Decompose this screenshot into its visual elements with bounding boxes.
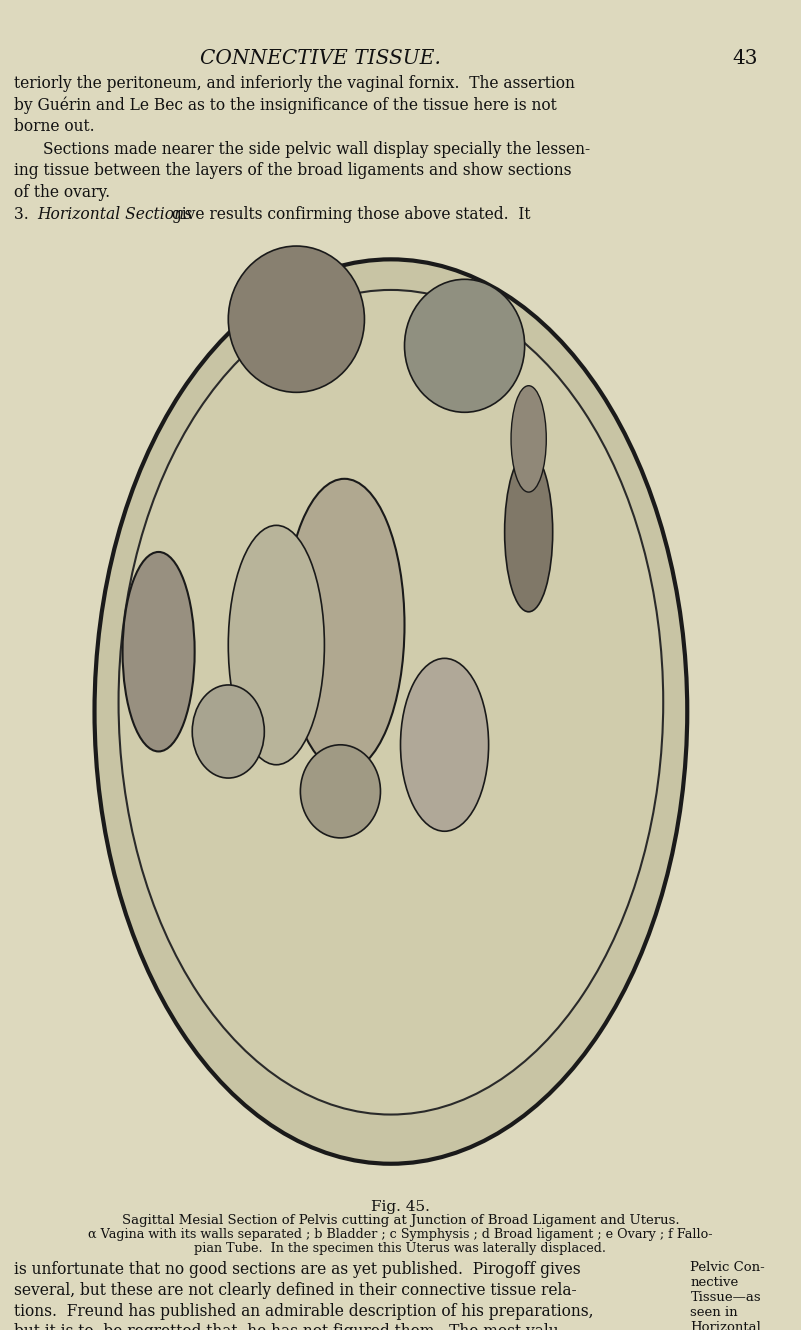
Text: several, but these are not clearly defined in their connective tissue rela-: several, but these are not clearly defin… (14, 1282, 577, 1299)
Text: is unfortunate that no good sections are as yet published.  Pirogoff gives: is unfortunate that no good sections are… (14, 1261, 581, 1278)
Ellipse shape (300, 745, 380, 838)
Ellipse shape (192, 685, 264, 778)
Text: pian Tube.  In the specimen this Uterus was laterally displaced.: pian Tube. In the specimen this Uterus w… (195, 1242, 606, 1254)
Ellipse shape (119, 290, 663, 1115)
Text: α Vagina with its walls separated ; b Bladder ; c Symphysis ; d Broad ligament ;: α Vagina with its walls separated ; b Bl… (88, 1229, 713, 1241)
Ellipse shape (400, 658, 489, 831)
Text: 43: 43 (732, 48, 758, 68)
Text: give results confirming those above stated.  It: give results confirming those above stat… (167, 206, 531, 223)
Text: seen in: seen in (690, 1306, 738, 1319)
Text: borne out.: borne out. (14, 117, 95, 134)
Text: Sagittal Mesial Section of Pelvis cutting at Junction of Broad Ligament and Uter: Sagittal Mesial Section of Pelvis cuttin… (122, 1214, 679, 1228)
Text: Horizontal Sections: Horizontal Sections (37, 206, 192, 223)
Ellipse shape (511, 386, 546, 492)
Text: of the ovary.: of the ovary. (14, 184, 111, 201)
Text: nective: nective (690, 1277, 739, 1289)
Text: but it is to  be regretted that  he has not figured them.  The most valu-: but it is to be regretted that he has no… (14, 1323, 564, 1330)
Text: tions.  Freund has published an admirable description of his preparations,: tions. Freund has published an admirable… (14, 1303, 594, 1321)
Text: Pelvic Con-: Pelvic Con- (690, 1261, 765, 1274)
Ellipse shape (228, 246, 364, 392)
Ellipse shape (228, 525, 324, 765)
Text: CONNECTIVE TISSUE.: CONNECTIVE TISSUE. (200, 48, 441, 68)
Text: Tissue—as: Tissue—as (690, 1290, 761, 1303)
Ellipse shape (284, 479, 405, 771)
Text: 3.: 3. (14, 206, 45, 223)
Text: by Guérin and Le Bec as to the insignificance of the tissue here is not: by Guérin and Le Bec as to the insignifi… (14, 96, 557, 114)
Text: teriorly the peritoneum, and inferiorly the vaginal fornix.  The assertion: teriorly the peritoneum, and inferiorly … (14, 74, 575, 92)
Text: ing tissue between the layers of the broad ligaments and show sections: ing tissue between the layers of the bro… (14, 162, 572, 180)
Ellipse shape (405, 279, 525, 412)
Text: Horizontal: Horizontal (690, 1322, 761, 1330)
Text: Sections made nearer the side pelvic wall display specially the lessen-: Sections made nearer the side pelvic wal… (43, 141, 590, 158)
Ellipse shape (123, 552, 195, 751)
Ellipse shape (505, 452, 553, 612)
Ellipse shape (95, 259, 687, 1164)
Text: Fig. 45.: Fig. 45. (371, 1200, 430, 1214)
